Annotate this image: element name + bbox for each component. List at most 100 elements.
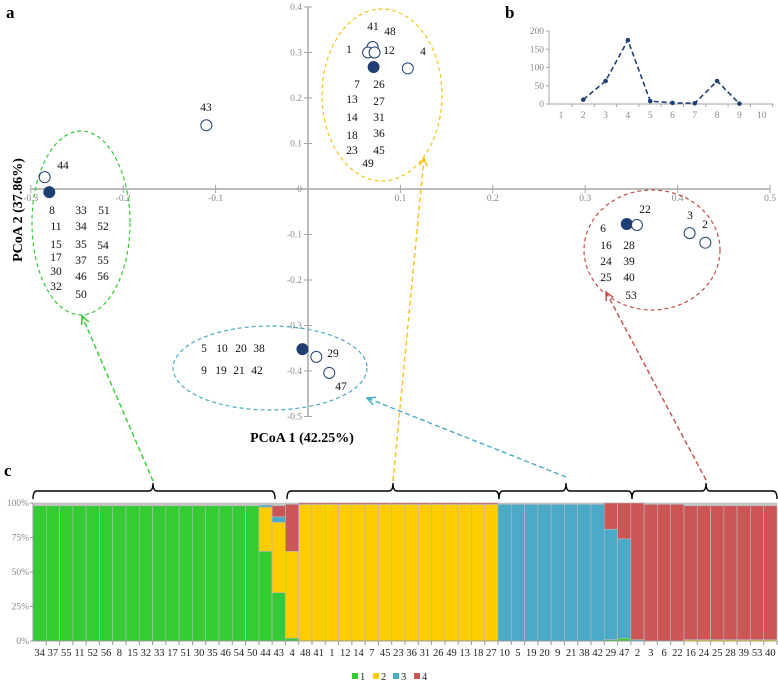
bar-segment-k2 <box>324 504 339 642</box>
bar-segment-k1 <box>138 505 153 642</box>
bar-segment-k2 <box>444 504 459 642</box>
y-axis-title: PCoA 2 (37.86%) <box>11 158 26 262</box>
sample-id-label: 8 <box>117 648 122 659</box>
sample-label-yellow: 36 <box>373 128 385 140</box>
bar-segment-k1 <box>218 505 233 642</box>
bar-segment-k4 <box>657 504 672 642</box>
bar-segment-k1 <box>99 505 114 642</box>
inset-x-tick-label: 3 <box>603 111 608 121</box>
sample-id-label: 35 <box>207 648 218 659</box>
bar-segment-k1 <box>72 505 87 642</box>
sample-label-red: 53 <box>625 290 637 302</box>
pcoa-plot: -0.3 -0.2 -0.1 0.1 0.2 0.3 0.4 0.5 0.4 0.3 0.2 0.1 0… <box>11 3 776 446</box>
sample-point <box>630 218 643 231</box>
bar-segment-k1 <box>32 505 47 642</box>
sample-label-green: 30 <box>50 266 62 278</box>
sample-label-yellow: 7 <box>354 79 360 91</box>
inset-y-tick-label: 0 <box>539 100 544 110</box>
group-bracket <box>498 482 633 500</box>
inset-y-tick-label: 50 <box>535 82 545 92</box>
bar-segment-k4 <box>444 502 459 505</box>
sample-point <box>699 236 712 249</box>
sample-label-red: 25 <box>600 272 612 284</box>
y-tick-label: 0.4 <box>290 3 302 13</box>
sample-id-label: 14 <box>353 648 364 659</box>
sample-id-label: 22 <box>672 648 683 659</box>
sample-label-red: 3 <box>687 210 693 222</box>
bar-segment-k3 <box>603 528 618 640</box>
bar-segment-k2 <box>351 504 366 642</box>
sample-label-green: 46 <box>75 271 87 283</box>
sample-id-label: 34 <box>34 648 45 659</box>
bar-segment-k4 <box>417 502 432 505</box>
legend-label: 4 <box>422 672 428 683</box>
sample-label-green: 32 <box>50 281 62 293</box>
bar-segment-k1 <box>192 505 207 642</box>
sample-id-label: 41 <box>313 648 324 659</box>
sample-point <box>401 62 414 75</box>
sample-id-label: 38 <box>579 648 590 659</box>
arrow-green-line <box>81 315 154 482</box>
bar-segment-k4 <box>285 504 300 552</box>
sample-id-label: 27 <box>486 648 497 659</box>
sample-id-label: 43 <box>274 648 285 659</box>
y-tick-label: 100% <box>7 499 29 509</box>
sample-label-red: 28 <box>623 240 635 252</box>
arrow-red-line <box>605 291 707 481</box>
bar-segment-k3 <box>550 504 565 642</box>
sample-label-yellow: 49 <box>362 158 374 170</box>
y-tick-label: 0.3 <box>290 49 302 59</box>
bar-segment-k2 <box>271 522 286 594</box>
sample-id-label: 49 <box>446 648 457 659</box>
sample-id-label: 23 <box>393 648 404 659</box>
bar-segment-k4 <box>471 502 486 505</box>
bar-segment-k4 <box>617 502 632 540</box>
bar-segment-k4 <box>457 502 472 505</box>
sample-id-label: 18 <box>473 648 484 659</box>
x-tick-label: -0.2 <box>116 194 131 204</box>
y-tick-label: 75% <box>12 534 30 544</box>
x-tick-label: -0.1 <box>208 194 223 204</box>
inset-data-point <box>737 101 742 106</box>
sample-label-blue: 21 <box>233 365 245 377</box>
bar-segment-k2 <box>364 504 379 642</box>
sample-label-blue: 19 <box>215 365 227 377</box>
sample-point <box>323 366 336 379</box>
sample-id-label: 26 <box>433 648 444 659</box>
sample-id-label: 39 <box>739 648 750 659</box>
bar-segment-k1 <box>45 505 60 642</box>
bar-segment-k2 <box>457 504 472 642</box>
y-tick-label: 0.1 <box>290 140 302 150</box>
legend-swatch-2 <box>373 673 379 679</box>
bar-segment-k1 <box>85 505 100 642</box>
bar-segment-k2 <box>471 504 486 642</box>
bar-segment-k4 <box>603 502 618 530</box>
inset-x-tick-label: 7 <box>692 111 697 121</box>
sample-label-yellow: 23 <box>346 145 358 157</box>
sample-id-label: 55 <box>61 648 72 659</box>
sample-id-label: 3 <box>648 648 653 659</box>
bar-segment-k2 <box>404 504 419 642</box>
sample-label-green: 15 <box>50 239 62 251</box>
sample-label-yellow: 18 <box>346 130 358 142</box>
sample-label-green: 33 <box>75 205 87 217</box>
x-tick-label: 0.4 <box>672 194 684 204</box>
sample-id-label: 30 <box>194 648 205 659</box>
legend-label: 3 <box>401 672 406 683</box>
panel-label-b: b <box>505 3 514 22</box>
bar-segment-k4 <box>630 502 645 640</box>
inset-x-tick-label: 1 <box>559 111 564 121</box>
bar-segment-k2 <box>258 506 273 552</box>
bar-segment-k3 <box>590 504 605 642</box>
arrow-blue-head-icon <box>365 396 377 406</box>
sample-id-label: 9 <box>555 648 560 659</box>
sample-id-label: 11 <box>74 648 84 659</box>
sample-id-label: 36 <box>406 648 417 659</box>
sample-label-green: 8 <box>49 205 55 217</box>
bar-segment-k4 <box>391 502 406 505</box>
sample-label-red: 16 <box>600 240 612 252</box>
bar-segment-k4 <box>484 502 499 505</box>
sample-id-label: 29 <box>606 648 617 659</box>
sample-label-red: 22 <box>639 204 651 216</box>
bar-segment-k4 <box>298 502 313 505</box>
